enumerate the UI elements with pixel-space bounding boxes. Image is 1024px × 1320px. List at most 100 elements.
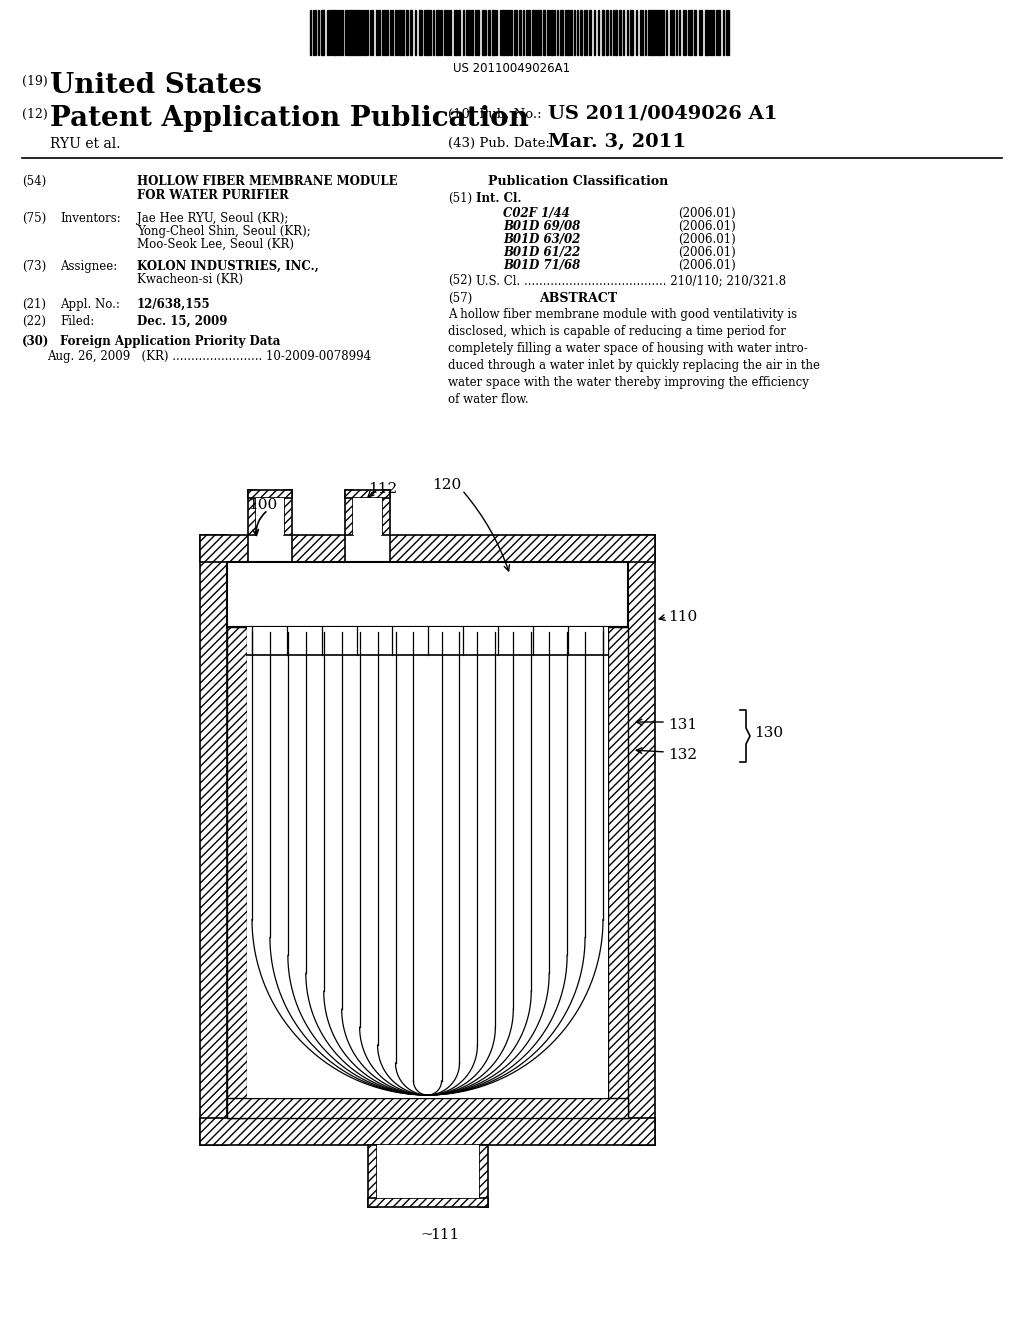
Bar [615,11,617,55]
Bar [488,11,490,55]
Bar [709,11,711,55]
Text: 130: 130 [754,726,783,741]
Bar [321,11,324,55]
Text: (22): (22) [22,315,46,327]
Text: FOR WATER PURIFIER: FOR WATER PURIFIER [137,189,289,202]
Bar [227,627,247,1118]
Bar [712,11,714,55]
Bar [364,11,366,55]
Bar [705,11,708,55]
Text: ~: ~ [420,1228,433,1242]
Bar [227,562,628,627]
Bar [618,11,621,55]
Text: KOLON INDUSTRIES, INC.,: KOLON INDUSTRIES, INC., [137,260,318,273]
Bar [471,11,473,55]
Bar [502,11,505,55]
Text: Filed:: Filed: [60,315,94,327]
Bar [382,490,390,535]
Text: B01D 69/08: B01D 69/08 [503,220,581,234]
Bar [479,1144,488,1206]
Bar [543,11,545,55]
Bar [345,490,390,498]
Bar [200,535,227,1144]
Text: Publication Classification: Publication Classification [487,176,668,187]
Bar [454,11,457,55]
Bar [672,11,674,55]
Bar [519,11,521,55]
Bar [608,627,628,1118]
Bar [390,535,655,562]
Bar [426,11,429,55]
Text: 132: 132 [668,748,697,762]
Bar [654,11,656,55]
Bar [551,11,553,55]
Text: 12/638,155: 12/638,155 [137,298,211,312]
Text: B01D 71/68: B01D 71/68 [503,259,581,272]
Bar [532,11,534,55]
Text: Mar. 3, 2011: Mar. 3, 2011 [548,133,686,150]
Bar [399,11,401,55]
Text: Yong-Cheol Shin, Seoul (KR);: Yong-Cheol Shin, Seoul (KR); [137,224,310,238]
Text: Assignee:: Assignee: [60,260,118,273]
Bar [514,11,517,55]
Bar [419,11,422,55]
Bar [537,11,539,55]
Text: U.S. Cl. ...................................... 210/110; 210/321.8: U.S. Cl. ...............................… [476,275,786,286]
Text: B01D 61/22: B01D 61/22 [503,246,581,259]
Text: Dec. 15, 2009: Dec. 15, 2009 [137,315,227,327]
Bar [458,11,460,55]
Text: Foreign Application Priority Data: Foreign Application Priority Data [60,335,281,348]
Bar [353,498,382,535]
Text: (43) Pub. Date:: (43) Pub. Date: [449,137,550,150]
Text: (2006.01): (2006.01) [678,234,736,246]
Bar [402,11,404,55]
Bar [354,11,356,55]
Text: Patent Application Publication: Patent Application Publication [50,106,528,132]
Text: A hollow fiber membrane module with good ventilativity is
disclosed, which is ca: A hollow fiber membrane module with good… [449,308,820,407]
Text: Jae Hee RYU, Seoul (KR);: Jae Hee RYU, Seoul (KR); [137,213,289,224]
Bar [357,11,359,55]
Bar [345,490,353,535]
Bar [560,11,563,55]
Bar [292,535,345,562]
Bar [247,627,608,1098]
Text: Inventors:: Inventors: [60,213,121,224]
Bar [256,498,284,535]
Text: (52): (52) [449,275,472,286]
Text: (73): (73) [22,260,46,273]
Bar [284,490,292,535]
Text: Appl. No.:: Appl. No.: [60,298,120,312]
Bar [602,11,604,55]
Bar [567,11,570,55]
Bar [510,11,512,55]
Text: 111: 111 [430,1228,459,1242]
Bar [200,1118,655,1144]
Text: (2006.01): (2006.01) [678,259,736,272]
Bar [377,1144,479,1199]
Text: (12): (12) [22,108,48,121]
Bar [606,11,608,55]
Text: United States: United States [50,73,262,99]
Bar [227,562,628,1118]
Text: 100: 100 [248,498,278,512]
Bar [482,11,484,55]
Bar [347,11,349,55]
Bar [718,11,720,55]
Bar [528,11,530,55]
Bar [339,11,341,55]
Bar [200,535,248,562]
Text: (19): (19) [22,75,48,88]
Text: 112: 112 [368,482,397,496]
Text: US 20110049026A1: US 20110049026A1 [454,62,570,75]
Bar [650,11,653,55]
Bar [227,1098,628,1118]
Text: C02F 1/44: C02F 1/44 [503,207,569,220]
Bar [350,11,353,55]
Bar [690,11,692,55]
Text: HOLLOW FIBER MEMBRANE MODULE: HOLLOW FIBER MEMBRANE MODULE [137,176,397,187]
Text: (54): (54) [22,176,46,187]
Bar [333,11,336,55]
Bar [589,11,591,55]
Bar [248,490,292,498]
Text: Kwacheon-si (KR): Kwacheon-si (KR) [137,273,243,286]
